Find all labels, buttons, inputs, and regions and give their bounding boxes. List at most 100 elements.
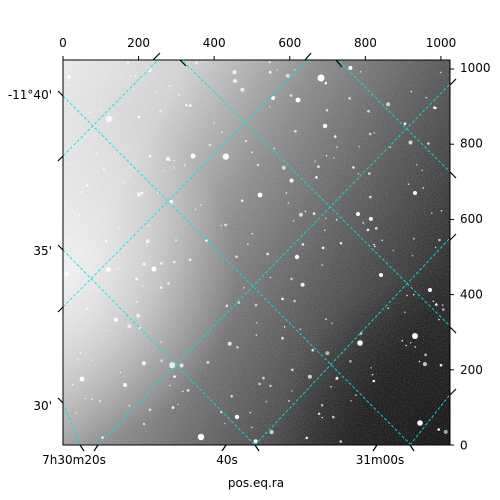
star: [172, 260, 176, 264]
star: [281, 297, 284, 301]
star: [404, 311, 406, 314]
star: [317, 165, 320, 168]
star: [424, 353, 427, 357]
star: [171, 406, 175, 409]
star: [293, 69, 296, 71]
star: [182, 390, 184, 393]
star: [324, 229, 326, 232]
star: [416, 163, 418, 166]
star: [224, 422, 226, 425]
star: [129, 75, 132, 78]
stars: [63, 60, 448, 444]
star: [285, 192, 288, 194]
star: [300, 282, 305, 287]
star: [123, 181, 126, 184]
star: [418, 360, 421, 363]
star: [66, 84, 69, 86]
wcs-tick-mark: [335, 59, 343, 68]
star: [289, 178, 294, 183]
dec-tick-label: 35': [33, 244, 52, 258]
wcs-tick-mark: [372, 444, 378, 452]
star: [291, 390, 293, 392]
star: [160, 359, 163, 362]
star: [301, 243, 305, 246]
star: [221, 131, 223, 134]
star: [268, 60, 271, 64]
top-tick-label: 0: [59, 36, 67, 50]
wcs-tick-mark: [304, 52, 312, 61]
star: [333, 157, 335, 159]
star: [232, 70, 237, 75]
star: [410, 90, 413, 93]
top-tick-label: 600: [278, 36, 301, 50]
star: [427, 142, 430, 145]
star: [236, 346, 239, 349]
star: [185, 103, 188, 107]
star: [160, 262, 163, 265]
star: [127, 324, 132, 329]
star: [78, 214, 81, 217]
star: [166, 157, 170, 161]
star: [137, 192, 141, 197]
star: [315, 176, 318, 179]
bright-star: [234, 414, 240, 420]
star: [362, 222, 365, 224]
ra-tick-label: 31m00s: [356, 453, 404, 467]
star: [350, 400, 352, 402]
star: [312, 212, 316, 215]
star: [90, 359, 93, 361]
star: [355, 394, 357, 396]
star: [99, 400, 101, 402]
star: [386, 102, 391, 107]
bright-star: [190, 153, 196, 159]
star: [433, 106, 436, 109]
star: [389, 146, 392, 149]
star: [325, 108, 329, 112]
wcs-tick-mark: [57, 397, 64, 404]
star: [126, 61, 130, 64]
star: [258, 382, 261, 386]
star: [208, 143, 212, 147]
star: [360, 71, 362, 73]
star: [291, 368, 294, 372]
star: [194, 208, 197, 211]
star: [240, 199, 244, 202]
wcs-tick-mark: [449, 233, 457, 241]
star: [159, 286, 163, 289]
x-axis-title: pos.eq.ra: [228, 476, 284, 490]
star: [374, 245, 376, 248]
star: [135, 277, 138, 281]
star: [434, 246, 437, 249]
wcs-tick-mark: [152, 52, 161, 61]
star: [283, 326, 286, 328]
star: [102, 167, 106, 171]
star: [348, 65, 353, 70]
star: [136, 300, 138, 303]
star: [244, 139, 248, 143]
top-tick-label: 200: [127, 36, 150, 50]
sky-noise: [63, 60, 450, 445]
star: [220, 224, 223, 227]
star: [159, 109, 162, 113]
star: [145, 239, 150, 244]
star: [276, 69, 279, 71]
star: [173, 159, 175, 162]
star: [80, 190, 84, 194]
wcs-tick-mark: [409, 444, 415, 452]
star: [105, 267, 110, 272]
star: [235, 255, 238, 258]
star: [222, 153, 229, 160]
dec-tick-label: 30': [33, 399, 52, 413]
star: [101, 436, 104, 439]
star: [247, 243, 249, 246]
star: [307, 374, 312, 379]
star: [177, 403, 179, 406]
star: [331, 322, 333, 325]
coordinate-grid: [63, 60, 450, 445]
star: [439, 363, 443, 367]
star: [64, 272, 69, 277]
star: [84, 397, 87, 400]
star: [292, 220, 295, 222]
star: [321, 405, 324, 407]
star: [148, 224, 150, 227]
